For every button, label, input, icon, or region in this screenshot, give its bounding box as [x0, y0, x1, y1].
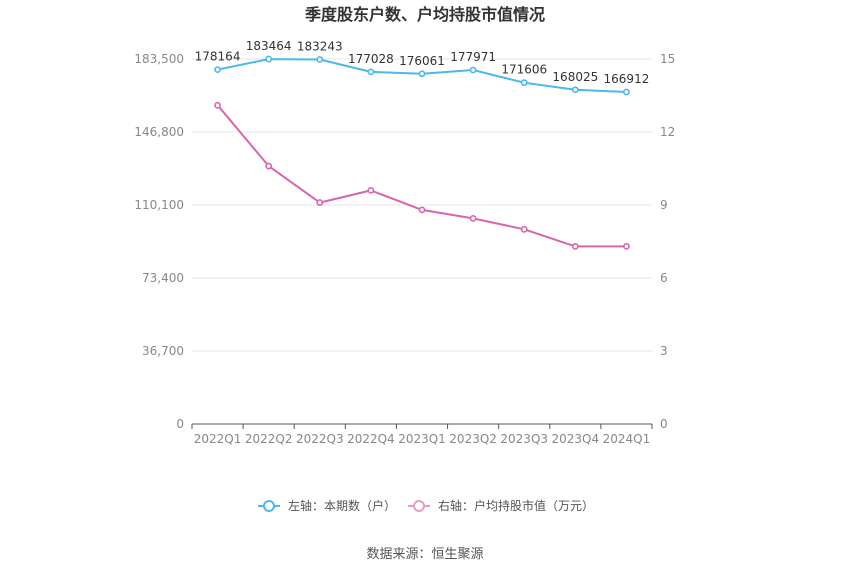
data-point-shareholders: [571, 86, 579, 94]
left-axis-tick-label: 36,700: [142, 344, 184, 358]
data-point-shareholders: [316, 56, 324, 63]
data-point-market-value: [367, 186, 375, 194]
legend-label-market-value: 右轴：户均持股市值（万元）: [438, 498, 594, 513]
data-label-shareholders: 168025: [552, 70, 598, 84]
legend: 左轴：本期数（户） 右轴：户均持股市值（万元）: [258, 498, 594, 513]
left-axis-tick-label: 73,400: [142, 271, 184, 285]
right-axis-tick-label: 9: [660, 198, 668, 212]
data-point-market-value: [214, 101, 221, 109]
left-axis-tick-label: 110,100: [134, 198, 184, 212]
data-label-shareholders: 177028: [348, 52, 394, 66]
x-axis-tick-label: 2022Q2: [245, 432, 293, 446]
data-point-shareholders: [265, 55, 273, 63]
data-point-market-value: [316, 199, 324, 206]
legend-label-shareholders: 左轴：本期数（户）: [288, 498, 396, 513]
x-axis-tick-label: 2022Q1: [194, 432, 242, 446]
data-point-shareholders: [367, 68, 375, 76]
data-point-shareholders: [623, 88, 630, 96]
data-label-shareholders: 178164: [195, 50, 241, 64]
axis-layer: 0 0 36,700 3 73,400 6 110,100 9 146,800 12 183,500…: [134, 52, 675, 446]
data-point-market-value: [469, 214, 477, 222]
left-axis-tick-label: 183,500: [134, 52, 184, 66]
data-point-shareholders: [469, 66, 477, 74]
x-axis-tick-label: 2023Q2: [449, 432, 497, 446]
left-axis-tick-label: 146,800: [134, 125, 184, 139]
legend-item-market-value[interactable]: 右轴：户均持股市值（万元）: [408, 498, 594, 513]
data-label-shareholders: 171606: [501, 63, 547, 77]
x-axis-tick-label: 2023Q3: [500, 432, 548, 446]
data-point-shareholders: [214, 66, 221, 74]
right-axis-tick-label: 0: [660, 417, 668, 431]
legend-marker-shareholders: [263, 500, 275, 512]
legend-marker-market-value: [413, 500, 425, 512]
right-axis-tick-label: 12: [660, 125, 675, 139]
data-label-shareholders: 166912: [604, 72, 650, 86]
x-axis-tick-label: 2022Q3: [296, 432, 344, 446]
data-point-shareholders: [418, 70, 426, 78]
data-point-market-value: [571, 242, 579, 250]
right-axis-tick-label: 6: [660, 271, 668, 285]
data-label-layer: 178164 183464 183243 177028 176061 177971 1716…: [195, 39, 650, 86]
legend-item-shareholders[interactable]: 左轴：本期数（户）: [258, 498, 396, 513]
chart-title: 季度股东户数、户均持股市值情况: [304, 5, 545, 24]
data-label-shareholders: 183464: [246, 39, 292, 53]
x-axis-tick-label: 2024Q1: [603, 432, 651, 446]
series-layer: [214, 55, 630, 250]
data-label-shareholders: 176061: [399, 54, 445, 68]
data-point-market-value: [265, 162, 273, 170]
right-axis-tick-label: 3: [660, 344, 668, 358]
data-label-shareholders: 183243: [297, 40, 343, 54]
data-point-market-value: [418, 206, 426, 214]
x-axis-tick-label: 2022Q4: [347, 432, 395, 446]
grid-layer: [192, 58, 652, 352]
series-line-market-value: [216, 104, 627, 248]
x-axis-tick-label: 2023Q1: [398, 432, 446, 446]
left-axis-tick-label: 0: [176, 417, 184, 431]
right-axis-tick-label: 15: [660, 52, 675, 66]
data-label-shareholders: 177971: [450, 50, 496, 64]
data-point-market-value: [623, 242, 630, 250]
x-axis-tick-label: 2023Q4: [552, 432, 600, 446]
data-point-market-value: [520, 225, 528, 233]
data-point-shareholders: [520, 79, 528, 87]
data-source: 数据来源：恒生聚源: [366, 547, 483, 562]
